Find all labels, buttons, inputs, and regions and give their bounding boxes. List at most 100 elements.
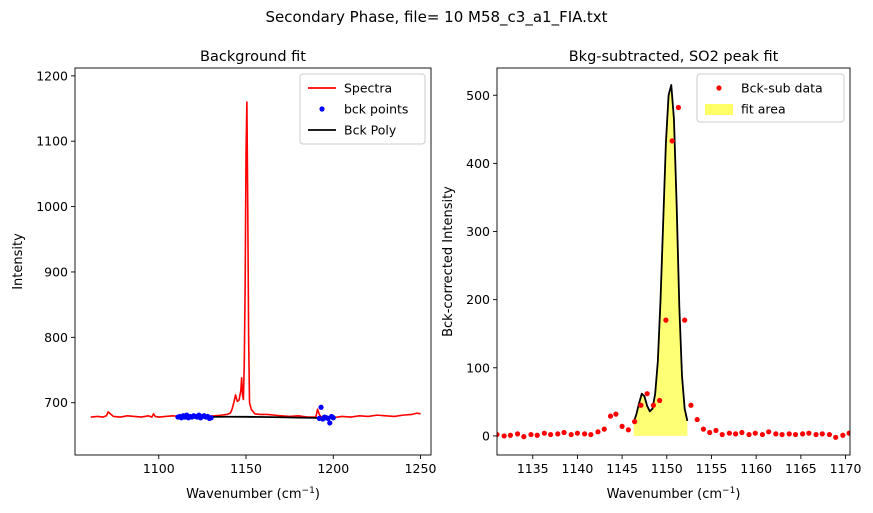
bck-points-point — [208, 415, 214, 421]
y-axis-label: Bck-corrected Intensity — [441, 186, 456, 337]
x-tick-label: 1100 — [143, 461, 175, 476]
legend: Spectra bck points Bck Poly — [299, 73, 426, 145]
bck-sub-data-point — [528, 431, 534, 438]
bck-sub-data-point — [650, 402, 656, 408]
y-tick-label: 0 — [482, 428, 490, 443]
legend-item-fit-area: fit area — [705, 102, 786, 117]
fit-area-fill — [633, 85, 688, 436]
bck-sub-data-point — [846, 430, 850, 436]
bck-sub-data-point — [548, 431, 554, 438]
legend-label: Bck Poly — [344, 123, 397, 138]
bck-points-point — [327, 420, 333, 426]
x-axis-label-tail: ) — [735, 487, 740, 502]
panel-title: Bkg-subtracted, SO2 peak fit — [569, 49, 779, 65]
bck-sub-data-point — [779, 431, 785, 438]
x-tick-label: 1135 — [517, 461, 549, 476]
bck-sub-data-point — [707, 429, 713, 436]
axes-frame — [496, 67, 851, 456]
bck-sub-data-point — [840, 432, 846, 438]
bck-sub-data-point — [713, 427, 719, 434]
bck-sub-data-point — [574, 430, 581, 436]
bck-sub-data-point — [561, 429, 567, 436]
x-tick-label: 1250 — [405, 461, 437, 476]
legend: Bck-sub data fit area — [696, 73, 845, 123]
x-tick-label: 1170 — [830, 461, 862, 476]
bck-sub-data-point — [813, 431, 819, 438]
x-tick-label: 1155 — [696, 461, 728, 476]
panel-title: Background fit — [200, 49, 306, 65]
bck-sub-data-point — [800, 431, 806, 437]
y-axis-label: Intensity — [11, 233, 26, 290]
fit-line — [632, 84, 689, 423]
legend-item-bck-poly: Bck Poly — [308, 123, 397, 138]
bck-sub-data-point — [607, 413, 614, 419]
legend-label: fit area — [741, 102, 786, 117]
bck-sub-data-point — [625, 427, 631, 433]
bck-sub-data-point — [700, 426, 707, 432]
legend-marker-handle — [716, 85, 722, 91]
legend-label: Spectra — [344, 81, 392, 96]
bck-points-point — [330, 415, 336, 421]
bck-sub-data-point — [759, 431, 766, 438]
x-axis-label-tail: ) — [315, 487, 320, 502]
bck-sub-data-point — [833, 434, 839, 440]
bck-sub-data-point — [675, 104, 682, 111]
bck-sub-data-point — [534, 432, 540, 438]
bck-sub-data-point — [726, 430, 732, 436]
legend-item-bck-points: bck points — [319, 102, 408, 117]
bck-sub-data-point — [568, 431, 574, 438]
x-tick-label: 1200 — [317, 461, 349, 476]
bck-sub-data-point — [752, 430, 758, 436]
bck-sub-data-point — [601, 426, 607, 432]
y-tick-label: 200 — [466, 292, 490, 307]
bck-sub-data-point — [581, 431, 588, 437]
bck-sub-data-point — [632, 419, 638, 425]
bck-sub-data-point — [792, 431, 799, 438]
legend-item-bck-sub-data: Bck-sub data — [716, 81, 823, 96]
x-axis-label: Wavenumber (cm−1) — [607, 486, 741, 502]
bck-sub-data-point — [644, 391, 650, 397]
x-tick-label: 1150 — [230, 461, 262, 476]
bck-sub-data-point — [521, 434, 527, 440]
y-tick-label: 800 — [44, 330, 68, 345]
y-tick-label: 1000 — [36, 199, 68, 214]
y-tick-label: 300 — [466, 224, 490, 239]
bck-sub-data-point — [501, 433, 507, 439]
plot-area — [497, 84, 850, 440]
x-axis-label-sup: −1 — [722, 486, 735, 496]
bck-sub-data-point — [669, 138, 675, 144]
y-tick-label: 900 — [44, 264, 68, 279]
peak-fit-panel: Bkg-subtracted, SO2 peak fit 1135 1140 1145… — [441, 49, 861, 502]
y-tick-label: 500 — [466, 88, 490, 103]
x-tick-label: 1150 — [651, 461, 683, 476]
bck-sub-data-point — [766, 429, 772, 435]
x-axis-label: Wavenumber (cm−1) — [186, 486, 320, 502]
legend-area-handle — [705, 104, 733, 115]
bck-sub-data-point — [826, 431, 833, 438]
legend-marker-handle — [319, 106, 325, 112]
bck-sub-data-point — [746, 431, 752, 438]
x-tick-label: 1145 — [606, 461, 638, 476]
x-axis-label-main: Wavenumber (cm — [186, 487, 301, 502]
spectra-line — [90, 101, 421, 420]
x-axis-label-sup: −1 — [302, 486, 315, 496]
bck-sub-data-point — [663, 317, 669, 323]
y-tick-label: 400 — [466, 156, 490, 171]
legend-label: Bck-sub data — [741, 81, 823, 96]
bck-sub-data-point — [682, 317, 688, 323]
bck-sub-data-point — [688, 402, 694, 408]
x-tick-label: 1160 — [740, 461, 772, 476]
bck-sub-data-point — [555, 431, 561, 437]
bck-sub-data-point — [733, 431, 739, 437]
legend-label: bck points — [344, 102, 408, 117]
bck-sub-data-point — [497, 431, 500, 438]
y-tick-label: 1100 — [36, 134, 68, 149]
legend-box — [696, 73, 845, 123]
bck-sub-data-point — [613, 411, 619, 417]
bck-sub-data-point — [786, 431, 792, 437]
bck-sub-data-point — [541, 430, 547, 436]
y-tick-label: 700 — [44, 395, 68, 410]
bck-sub-data-point — [595, 429, 601, 435]
bck-sub-data-point — [806, 430, 812, 436]
bck-sub-data-point — [638, 402, 644, 408]
